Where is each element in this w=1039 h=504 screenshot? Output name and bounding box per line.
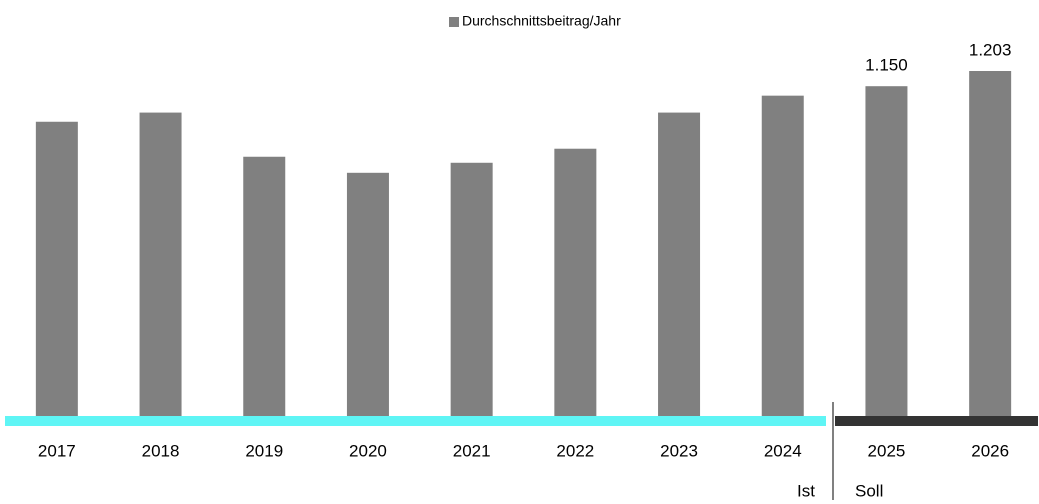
x-tick-label: 2017 (38, 441, 76, 460)
bar (554, 148, 597, 416)
bar (865, 86, 908, 417)
x-tick-label: 2026 (971, 441, 1009, 460)
x-tick-label: 2025 (868, 441, 906, 460)
bar (761, 95, 804, 417)
bar (139, 112, 182, 416)
legend-swatch (449, 17, 459, 27)
bar (35, 121, 78, 417)
bar (243, 156, 286, 417)
x-tick-label: 2024 (764, 441, 802, 460)
x-tick-label: 2020 (349, 441, 387, 460)
annotation: Soll (855, 481, 883, 500)
baseline-soll (835, 416, 1038, 426)
x-tick-label: 2022 (556, 441, 594, 460)
bar (969, 71, 1012, 416)
annotation: Ist (797, 481, 815, 500)
legend-label: Durchschnittsbeitrag/Jahr (462, 13, 621, 29)
bar (658, 112, 701, 416)
x-tick-label: 2018 (142, 441, 180, 460)
x-tick-label: 2023 (660, 441, 698, 460)
bar (346, 172, 389, 416)
data-label: 1.150 (865, 56, 908, 75)
data-label: 1.203 (969, 40, 1012, 59)
bar (450, 162, 493, 416)
baseline-ist (5, 416, 826, 426)
x-tick-label: 2019 (245, 441, 283, 460)
x-tick-label: 2021 (453, 441, 491, 460)
